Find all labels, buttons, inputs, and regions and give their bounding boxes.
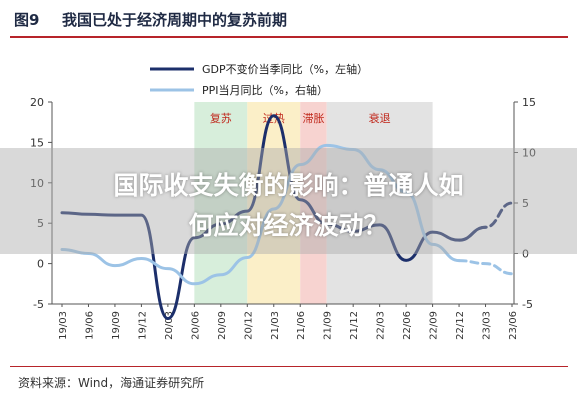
left-axis-tick-label: 0 bbox=[37, 258, 44, 271]
ppi-series-line bbox=[60, 143, 461, 286]
right-axis-tick-label: 5 bbox=[522, 197, 529, 210]
figure-title: 图9 我国已处于经济周期中的复苏前期 bbox=[0, 0, 577, 38]
x-axis-tick-label: 22/06 bbox=[402, 311, 413, 340]
right-axis-tick-label: -5 bbox=[522, 298, 533, 311]
x-axis-tick-label: 20/03 bbox=[164, 311, 175, 340]
series-lines bbox=[60, 114, 514, 321]
x-axis-tick-label: 20/06 bbox=[190, 311, 201, 340]
x-axis-tick-label: 19/06 bbox=[84, 311, 95, 340]
x-axis-tick-label: 20/12 bbox=[243, 311, 254, 340]
left-axis-tick-label: 20 bbox=[30, 96, 44, 109]
axes: -5 0 5 10 15 20 -5 0 5 10 15 19/03 19/06 19/09 19/12 20… bbox=[30, 96, 536, 340]
figure-number: 图9 bbox=[14, 11, 40, 29]
legend: GDP不变价当季同比（%，左轴） PPI当月同比（%，右轴） bbox=[150, 62, 368, 97]
gdp-series-line bbox=[457, 201, 514, 242]
x-axis-tick-label: 21/03 bbox=[270, 311, 281, 340]
x-axis-tick-label: 20/09 bbox=[217, 311, 228, 340]
economic-cycle-chart: 复苏 过热 滞胀 衰退 -5 0 5 10 15 20 -5 0 5 10 15 19/03 19/06 19/… bbox=[30, 62, 536, 340]
watermark-overlay: 国际收支失衡的影响：普通人如 何应对经济波动？ bbox=[0, 148, 577, 254]
x-axis-tick-label: 19/09 bbox=[111, 311, 122, 340]
phase-label: 滞胀 bbox=[302, 112, 324, 125]
overlay-line-2: 何应对经济波动？ bbox=[188, 211, 389, 240]
legend-label: PPI当月同比（%，右轴） bbox=[202, 83, 328, 97]
gdp-series-line bbox=[60, 114, 488, 321]
title-rule bbox=[10, 36, 568, 38]
x-axis-tick-label: 21/06 bbox=[296, 311, 307, 340]
source-rule bbox=[10, 366, 568, 367]
x-axis-tick-label: 23/06 bbox=[508, 311, 519, 340]
x-axis-tick-label: 22/09 bbox=[429, 311, 440, 340]
legend-label: GDP不变价当季同比（%，左轴） bbox=[202, 62, 368, 76]
x-axis-tick-label: 19/03 bbox=[58, 311, 69, 340]
right-axis-tick-label: 15 bbox=[522, 96, 536, 109]
left-axis-tick-label: -5 bbox=[33, 298, 44, 311]
figure-title-text: 我国已处于经济周期中的复苏前期 bbox=[62, 11, 288, 29]
x-axis-tick-label: 22/12 bbox=[455, 311, 466, 340]
phase-band bbox=[194, 102, 248, 304]
phase-label: 衰退 bbox=[369, 111, 391, 125]
left-axis-tick-label: 10 bbox=[30, 177, 44, 190]
x-axis-tick-label: 23/03 bbox=[482, 311, 493, 340]
x-axis-tick-label: 21/09 bbox=[323, 311, 334, 340]
source-note: 资料来源：Wind，海通证券研究所 bbox=[18, 376, 205, 390]
right-axis-tick-label: 0 bbox=[522, 248, 529, 261]
phase-band bbox=[247, 102, 301, 304]
x-axis-tick-label: 22/03 bbox=[376, 311, 387, 340]
x-axis-tick-label: 21/12 bbox=[349, 311, 360, 340]
x-axis-tick-label: 19/12 bbox=[137, 311, 148, 340]
phase-label: 过热 bbox=[263, 112, 285, 125]
left-axis-tick-label: 15 bbox=[30, 136, 44, 149]
phase-band bbox=[300, 102, 327, 304]
right-axis-tick-label: 10 bbox=[522, 147, 536, 160]
phase-label: 复苏 bbox=[210, 111, 232, 125]
overlay-line-1: 国际收支失衡的影响：普通人如 bbox=[113, 171, 464, 200]
ppi-series-line bbox=[457, 259, 514, 276]
left-axis-tick-label: 5 bbox=[37, 217, 44, 230]
